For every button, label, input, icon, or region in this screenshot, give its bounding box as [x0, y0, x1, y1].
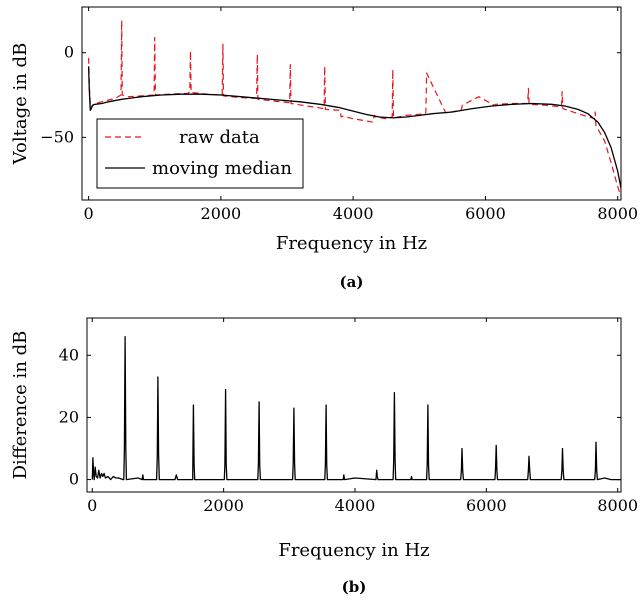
plot-frame [86, 317, 622, 493]
y-tick-label: 0 [69, 470, 79, 489]
x-tick-label: 2000 [203, 496, 244, 515]
plot-frame [81, 6, 622, 201]
x-tick-label: 6000 [465, 204, 506, 223]
legend-entry: raw data [179, 127, 260, 148]
chart-panel-a: 0 2000 4000 6000 8000 0 −50 Frequency in Hz Volt… [10, 6, 638, 291]
y-tick-label: 20 [59, 407, 79, 426]
x-tick-label: 8000 [597, 204, 638, 223]
series-line-difference [91, 335, 621, 481]
x-tick-label: 6000 [466, 496, 507, 515]
x-axis-label: Frequency in Hz [276, 233, 427, 254]
series-line-raw-data [88, 19, 621, 197]
chart-panel-b: 0 2000 4000 6000 8000 0 20 40 Frequency in Hz Dif… [10, 317, 638, 596]
y-tick-label: 0 [64, 43, 74, 62]
x-axis-label: Frequency in Hz [278, 540, 429, 561]
x-tick-label: 2000 [201, 204, 242, 223]
x-tick-label: 4000 [335, 496, 376, 515]
y-tick-label: 40 [59, 345, 79, 364]
y-tick-label: −50 [40, 127, 74, 146]
legend-box [96, 118, 304, 189]
y-axis-label: Voltage in dB [10, 43, 31, 166]
x-tick-label: 0 [87, 496, 97, 515]
x-tick-label: 4000 [333, 204, 374, 223]
x-tick-label: 8000 [597, 496, 638, 515]
x-tick-label: 0 [84, 204, 94, 223]
legend: raw data moving median [96, 118, 304, 189]
panel-caption: (a) [340, 273, 364, 291]
series-line-moving-median [87, 66, 621, 189]
panel-caption: (b) [342, 578, 367, 596]
y-axis-label: Difference in dB [10, 331, 31, 480]
legend-entry: moving median [152, 158, 292, 179]
